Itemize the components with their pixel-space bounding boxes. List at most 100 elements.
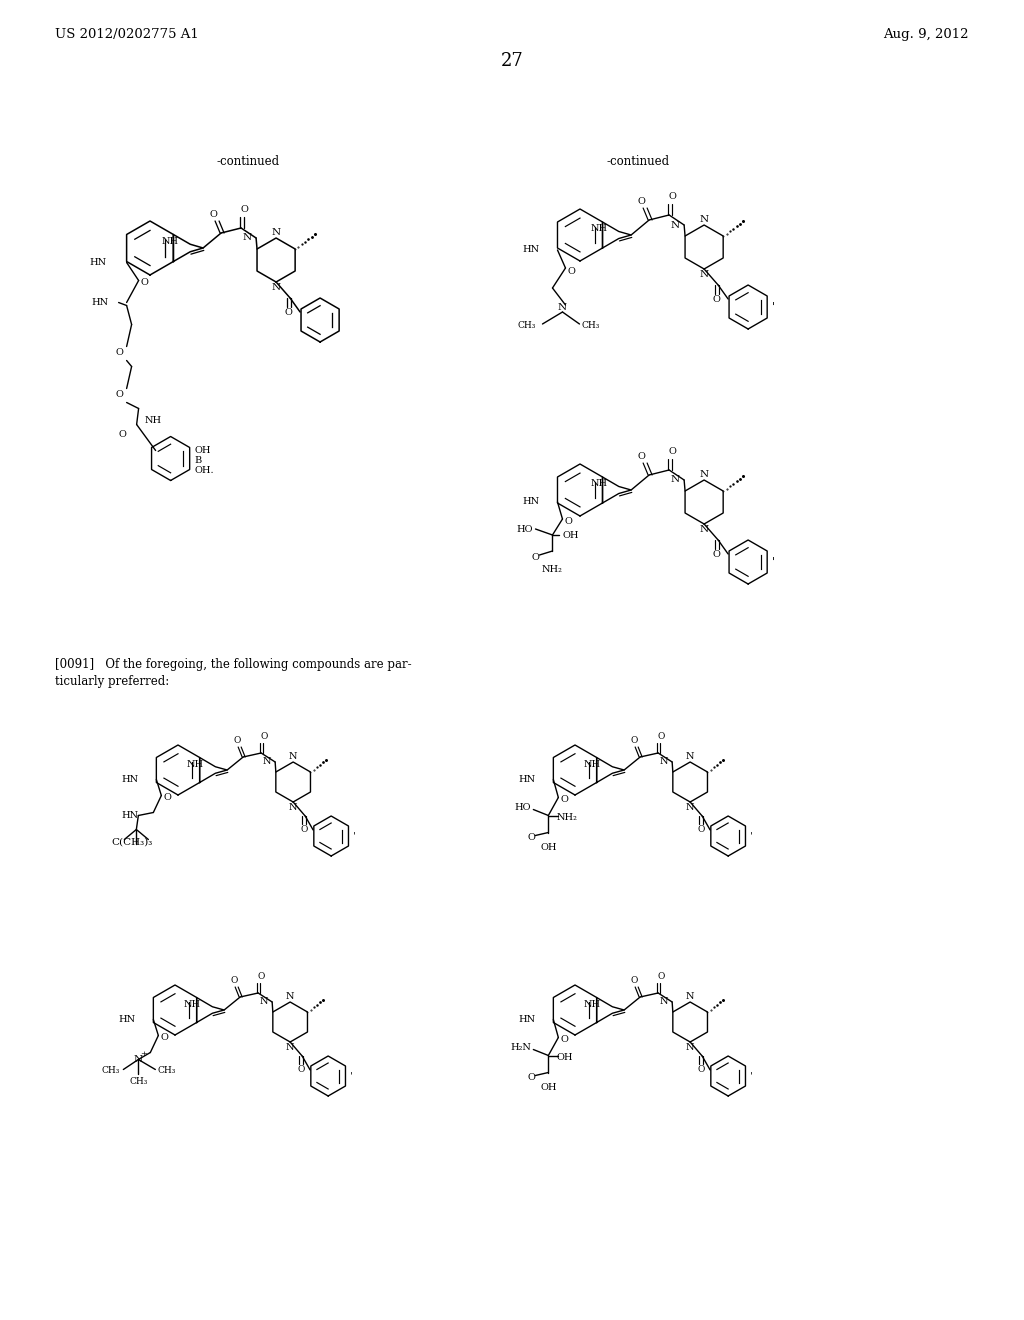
Text: B: B bbox=[195, 455, 202, 465]
Text: N: N bbox=[671, 475, 680, 484]
Text: N: N bbox=[558, 302, 567, 312]
Text: O: O bbox=[712, 550, 720, 558]
Text: N: N bbox=[699, 470, 709, 479]
Text: OH: OH bbox=[540, 843, 557, 853]
Text: HN: HN bbox=[518, 1015, 536, 1024]
Text: N: N bbox=[286, 1043, 295, 1052]
Text: O: O bbox=[241, 205, 248, 214]
Text: HN: HN bbox=[518, 775, 536, 784]
Text: O: O bbox=[657, 972, 665, 981]
Text: O: O bbox=[697, 1065, 705, 1074]
Text: N: N bbox=[271, 228, 281, 238]
Text: ticularly preferred:: ticularly preferred: bbox=[55, 675, 169, 688]
Text: O: O bbox=[560, 795, 568, 804]
Text: HO: HO bbox=[516, 524, 532, 533]
Text: HN: HN bbox=[118, 1015, 135, 1024]
Text: O: O bbox=[527, 833, 536, 842]
Text: O: O bbox=[209, 210, 217, 219]
Text: C(CH₃)₃: C(CH₃)₃ bbox=[112, 837, 153, 846]
Text: NH: NH bbox=[187, 759, 204, 768]
Text: O: O bbox=[527, 1073, 536, 1082]
Text: CH₃: CH₃ bbox=[102, 1067, 121, 1074]
Text: OH: OH bbox=[540, 1084, 557, 1093]
Text: ': ' bbox=[772, 557, 775, 568]
Text: N: N bbox=[686, 993, 694, 1001]
Text: OH.: OH. bbox=[195, 466, 214, 475]
Text: N: N bbox=[260, 998, 268, 1006]
Text: O: O bbox=[637, 197, 645, 206]
Text: N: N bbox=[671, 220, 680, 230]
Text: O: O bbox=[637, 451, 645, 461]
Text: NH₂: NH₂ bbox=[542, 565, 563, 574]
Text: O: O bbox=[669, 447, 676, 455]
Text: US 2012/0202775 A1: US 2012/0202775 A1 bbox=[55, 28, 199, 41]
Text: -continued: -continued bbox=[216, 154, 280, 168]
Text: NH: NH bbox=[161, 236, 178, 246]
Text: N: N bbox=[271, 282, 281, 292]
Text: NH: NH bbox=[584, 759, 601, 768]
Text: O: O bbox=[297, 1065, 305, 1074]
Text: OH: OH bbox=[195, 446, 211, 455]
Text: O: O bbox=[116, 348, 124, 356]
Text: N: N bbox=[289, 752, 297, 762]
Text: OH: OH bbox=[556, 1053, 572, 1063]
Text: N: N bbox=[262, 758, 271, 767]
Text: O: O bbox=[560, 1035, 568, 1044]
Text: N: N bbox=[286, 993, 295, 1001]
Text: NH: NH bbox=[184, 999, 201, 1008]
Text: O: O bbox=[140, 279, 148, 286]
Text: O: O bbox=[161, 1034, 168, 1041]
Text: NH: NH bbox=[590, 224, 607, 234]
Text: ': ' bbox=[353, 832, 356, 841]
Text: CH₃: CH₃ bbox=[517, 321, 536, 330]
Text: ': ' bbox=[772, 302, 775, 312]
Text: O: O bbox=[164, 793, 171, 803]
Text: N: N bbox=[686, 1043, 694, 1052]
Text: HN: HN bbox=[522, 246, 540, 255]
Text: CH₃: CH₃ bbox=[158, 1067, 176, 1074]
Text: O: O bbox=[260, 733, 268, 741]
Text: H₂N: H₂N bbox=[511, 1043, 531, 1052]
Text: OH: OH bbox=[562, 531, 579, 540]
Text: NH: NH bbox=[590, 479, 607, 488]
Text: N: N bbox=[289, 803, 297, 812]
Text: O: O bbox=[669, 191, 676, 201]
Text: O: O bbox=[564, 516, 572, 525]
Text: ': ' bbox=[350, 1072, 353, 1081]
Text: CH₃: CH₃ bbox=[582, 321, 600, 330]
Text: HN: HN bbox=[89, 257, 106, 267]
Text: O: O bbox=[119, 430, 127, 440]
Text: N: N bbox=[134, 1055, 143, 1064]
Text: -continued: -continued bbox=[606, 154, 670, 168]
Text: HN: HN bbox=[121, 810, 138, 820]
Text: N: N bbox=[699, 525, 709, 535]
Text: HN: HN bbox=[522, 498, 540, 507]
Text: N: N bbox=[686, 752, 694, 762]
Text: N: N bbox=[686, 803, 694, 812]
Text: +: + bbox=[140, 1051, 147, 1059]
Text: NH: NH bbox=[144, 416, 162, 425]
Text: N: N bbox=[243, 234, 252, 243]
Text: O: O bbox=[567, 268, 575, 276]
Text: ': ' bbox=[751, 1072, 753, 1081]
Text: O: O bbox=[657, 733, 665, 741]
Text: O: O bbox=[631, 737, 638, 744]
Text: Aug. 9, 2012: Aug. 9, 2012 bbox=[884, 28, 969, 41]
Text: 27: 27 bbox=[501, 51, 523, 70]
Text: CH₃: CH₃ bbox=[129, 1077, 147, 1086]
Text: HO: HO bbox=[515, 803, 531, 812]
Text: O: O bbox=[233, 737, 241, 744]
Text: O: O bbox=[697, 825, 705, 834]
Text: NH₂: NH₂ bbox=[556, 813, 578, 822]
Text: N: N bbox=[699, 271, 709, 279]
Text: N: N bbox=[659, 998, 668, 1006]
Text: O: O bbox=[257, 972, 265, 981]
Text: HN: HN bbox=[91, 298, 109, 308]
Text: ': ' bbox=[751, 832, 753, 841]
Text: O: O bbox=[300, 825, 308, 834]
Text: N: N bbox=[659, 758, 668, 767]
Text: O: O bbox=[631, 975, 638, 985]
Text: NH: NH bbox=[584, 999, 601, 1008]
Text: N: N bbox=[699, 215, 709, 224]
Text: O: O bbox=[116, 389, 124, 399]
